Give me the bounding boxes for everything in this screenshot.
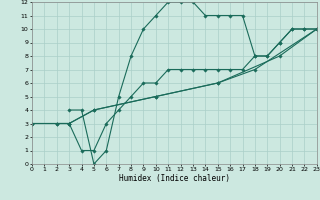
X-axis label: Humidex (Indice chaleur): Humidex (Indice chaleur) [119,174,230,183]
